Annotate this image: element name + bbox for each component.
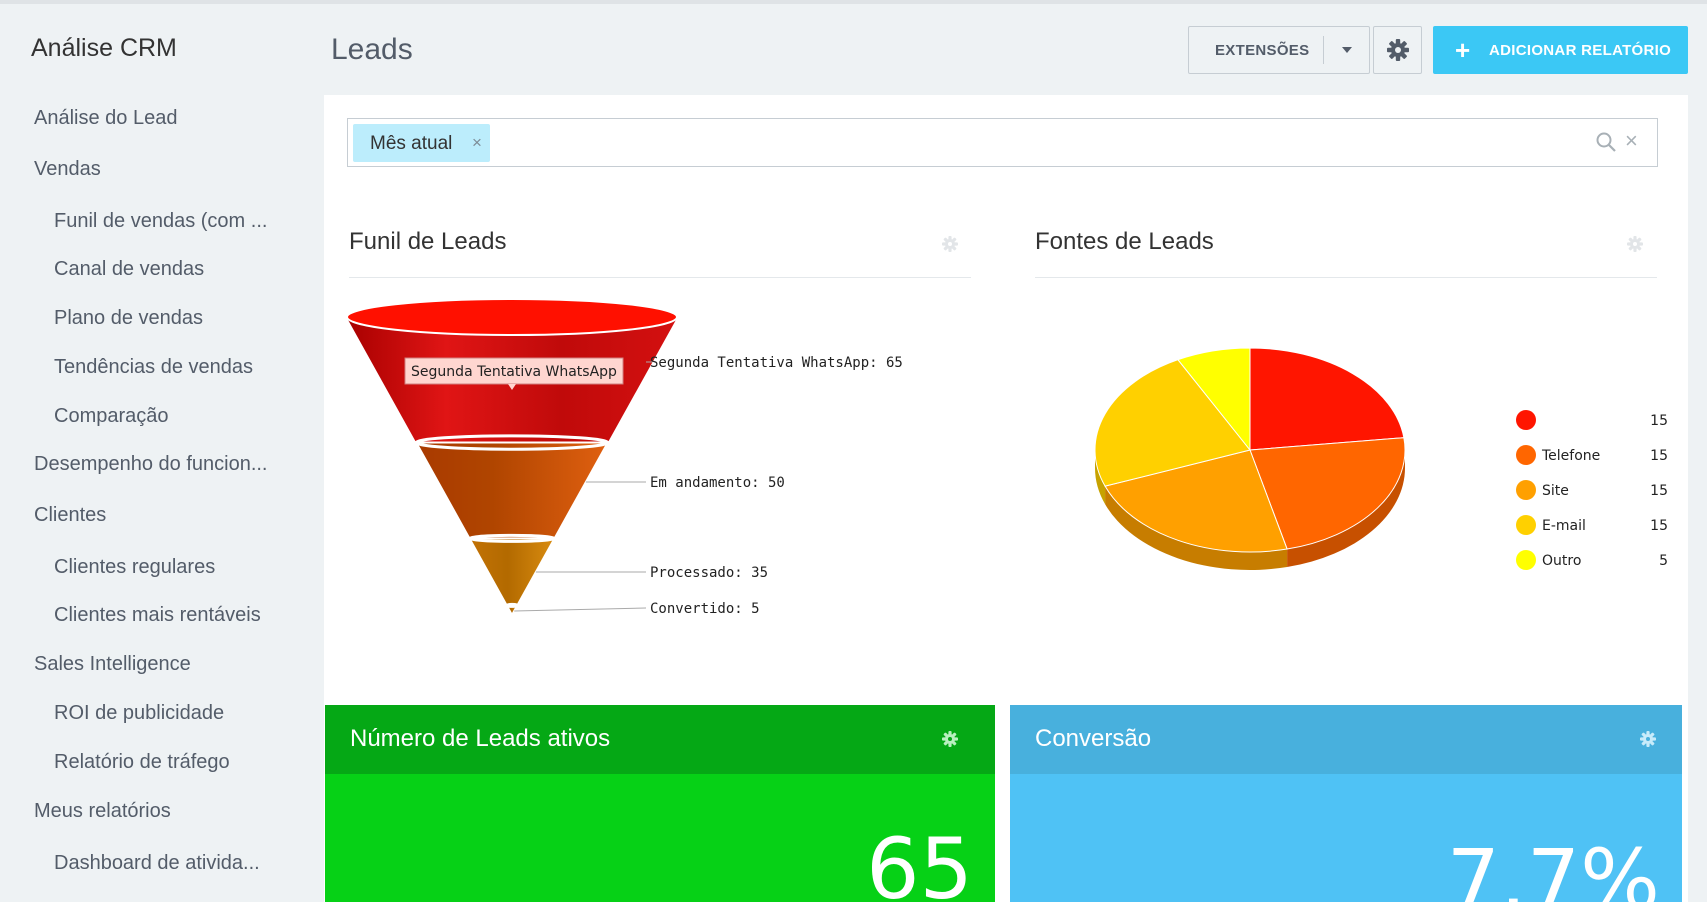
legend-label: Telefone	[1541, 448, 1600, 464]
funnel-data-label: Convertido: 5	[650, 601, 760, 617]
top-border	[0, 0, 1707, 4]
gear-icon[interactable]	[940, 234, 960, 254]
legend-marker	[1516, 515, 1536, 535]
legend-value: 15	[1650, 448, 1668, 464]
gear-icon	[1387, 39, 1409, 61]
sidebar-item[interactable]: Análise do Lead	[34, 107, 178, 129]
funnel-tooltip: Segunda Tentativa WhatsApp	[404, 357, 624, 390]
sidebar-item[interactable]: Funil de vendas (com ...	[54, 210, 268, 232]
gear-icon[interactable]	[1625, 234, 1645, 254]
sidebar-item[interactable]: Relatório de tráfego	[54, 751, 230, 773]
legend-label: Outro	[1542, 553, 1581, 569]
pie-slice[interactable]	[1094, 359, 1251, 487]
sidebar-item[interactable]: Tendências de vendas	[54, 356, 254, 378]
sidebar-item[interactable]: Meus relatórios	[34, 800, 171, 822]
pie-slice-side	[1105, 486, 1288, 570]
add-report-button[interactable]: + ADICIONAR RELATÓRIO	[1433, 26, 1688, 74]
extensions-label: EXTENSÕES	[1215, 42, 1310, 59]
funnel-widget-title: Funil de Leads	[349, 228, 507, 255]
sidebar-item[interactable]: Clientes mais rentáveis	[54, 604, 261, 626]
sidebar-item[interactable]: Comparação	[54, 405, 169, 427]
page-title: Leads	[331, 33, 413, 66]
funnel-data-label: Segunda Tentativa WhatsApp: 65	[650, 355, 903, 371]
gear-icon[interactable]	[940, 729, 960, 749]
sidebar-item[interactable]: Canal de vendas	[54, 258, 205, 280]
filter-bar[interactable]: Mês atual × ×	[347, 118, 1658, 167]
plus-icon: +	[1455, 35, 1471, 65]
add-report-label: ADICIONAR RELATÓRIO	[1489, 42, 1672, 59]
sidebar: Análise CRM Análise do Lead Vendas Funil d…	[0, 4, 320, 902]
sidebar-item[interactable]: ROI de publicidade	[54, 702, 225, 724]
legend-label: E-mail	[1542, 518, 1586, 534]
conversion-widget: Conversão 7.7%	[1010, 705, 1682, 902]
sidebar-item[interactable]: Plano de vendas	[54, 307, 204, 329]
chevron-down-icon[interactable]	[1342, 47, 1352, 53]
active-leads-widget: Número de Leads ativos 65	[325, 705, 995, 902]
funnel-tooltip-text: Segunda Tentativa WhatsApp	[411, 364, 617, 380]
extensions-button[interactable]: EXTENSÕES	[1188, 26, 1370, 74]
legend-value: 5	[1659, 553, 1668, 569]
active-leads-value: 65	[866, 820, 973, 902]
clear-filter-icon[interactable]: ×	[1625, 128, 1638, 153]
funnel-segment-rim	[467, 533, 557, 543]
active-leads-title: Número de Leads ativos	[350, 725, 611, 752]
sidebar-item[interactable]: Dashboard de ativida...	[54, 852, 260, 874]
sources-pie-chart: 15 Telefone 15 Site 15 E-mail 15 Outro 5	[1094, 347, 1668, 570]
funnel-widget-divider	[349, 277, 971, 278]
pie-slice[interactable]	[1177, 347, 1251, 452]
legend-marker	[1516, 550, 1536, 570]
app-title: Análise CRM	[31, 34, 177, 62]
legend-marker	[1516, 480, 1536, 500]
funnel-segment-rim	[505, 602, 519, 608]
search-icon[interactable]	[1595, 131, 1617, 153]
filter-chip[interactable]: Mês atual ×	[353, 124, 490, 162]
sidebar-item[interactable]: Clientes	[34, 504, 107, 526]
legend-value: 15	[1650, 413, 1668, 429]
sidebar-item[interactable]: Clientes regulares	[54, 556, 216, 578]
conversion-header: Conversão	[1010, 705, 1682, 774]
pie-slice[interactable]	[1249, 437, 1406, 550]
sidebar-item[interactable]: Vendas	[34, 158, 101, 180]
pie-slice[interactable]	[1104, 449, 1288, 553]
funnel-label-connector	[514, 607, 647, 612]
sidebar-item[interactable]: Desempenho do funcion...	[34, 453, 268, 475]
funnel-top	[346, 298, 678, 336]
funnel-data-label: Processado: 35	[650, 565, 768, 581]
pie-slice-side	[1287, 450, 1405, 568]
pie-slice[interactable]	[1249, 347, 1405, 451]
gear-icon[interactable]	[1638, 729, 1658, 749]
legend-marker	[1516, 410, 1536, 430]
funnel-data-label: Em andamento: 50	[650, 475, 785, 491]
conversion-title: Conversão	[1035, 725, 1152, 752]
close-icon[interactable]: ×	[472, 133, 482, 152]
filter-chip-label: Mês atual	[370, 133, 453, 154]
legend-value: 15	[1650, 518, 1668, 534]
funnel-segment[interactable]	[414, 441, 610, 543]
settings-button[interactable]	[1373, 26, 1422, 74]
conversion-value: 7.7%	[1446, 831, 1660, 902]
sources-widget-title: Fontes de Leads	[1035, 228, 1214, 255]
legend-label: Site	[1542, 483, 1569, 499]
funnel-chart: Segunda Tentativa WhatsApp: 65 Em andamen…	[346, 298, 903, 618]
sidebar-item[interactable]: Sales Intelligence	[34, 653, 191, 675]
extensions-divider	[1323, 36, 1324, 64]
legend-marker	[1516, 445, 1536, 465]
legend-value: 15	[1650, 483, 1668, 499]
active-leads-header: Número de Leads ativos	[325, 705, 995, 774]
sources-widget-divider	[1035, 277, 1657, 278]
funnel-segment-rim	[414, 434, 610, 451]
